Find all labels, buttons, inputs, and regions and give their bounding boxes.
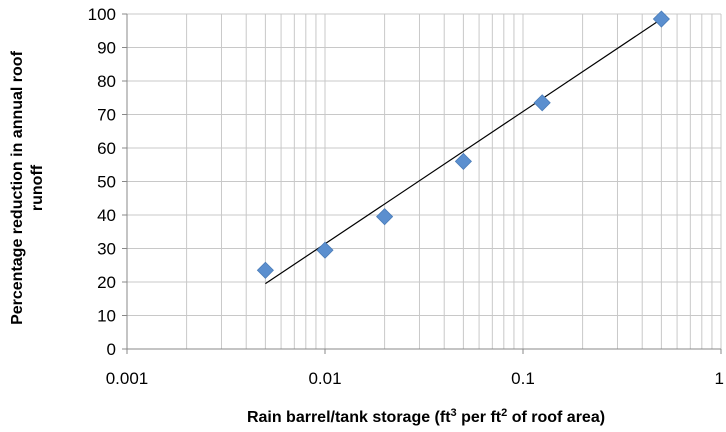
y-tick-label: 30 [97,240,116,259]
axes [122,13,722,354]
data-point [652,10,670,28]
x-tick-label: 0.1 [511,369,535,388]
trendline-layer [265,18,662,285]
x-tick-label: 1 [715,369,724,388]
x-axis-title: Rain barrel/tank storage (ft3 per ft2 of… [247,407,605,426]
x-axis-title-mid: per ft [457,409,502,426]
x-axis-title-sup2: 2 [501,407,507,419]
data-point [256,261,274,279]
x-tick-label: 0.001 [106,369,149,388]
y-tick-label: 40 [97,206,116,225]
y-tick-label: 90 [97,39,116,58]
trendline [265,18,662,285]
x-axis-title-end: of roof area) [507,409,605,426]
grid-lines [126,13,722,350]
x-axis-title-main: Rain barrel/tank storage (ft [247,409,451,426]
y-tick-label: 0 [107,340,116,359]
y-axis-title-line1: Percentage reduction in annual roof [9,50,26,324]
y-tick-label: 60 [97,139,116,158]
tick-labels: 0 10 20 30 40 50 60 70 80 90 100 0.001 0.01 0.1 1 [88,5,724,388]
data-point [376,208,394,226]
data-point [533,94,551,112]
y-tick-label: 50 [97,173,116,192]
y-axis-title-line2: runoff [29,164,46,211]
y-tick-label: 70 [97,106,116,125]
x-axis-title-sup1: 3 [451,407,457,419]
y-tick-label: 20 [97,273,116,292]
x-tick-label: 0.01 [308,369,341,388]
data-point [316,241,334,259]
data-point [454,152,472,170]
y-tick-label: 10 [97,307,116,326]
y-tick-label: 100 [88,5,116,24]
y-tick-label: 80 [97,72,116,91]
data-points [256,10,670,279]
